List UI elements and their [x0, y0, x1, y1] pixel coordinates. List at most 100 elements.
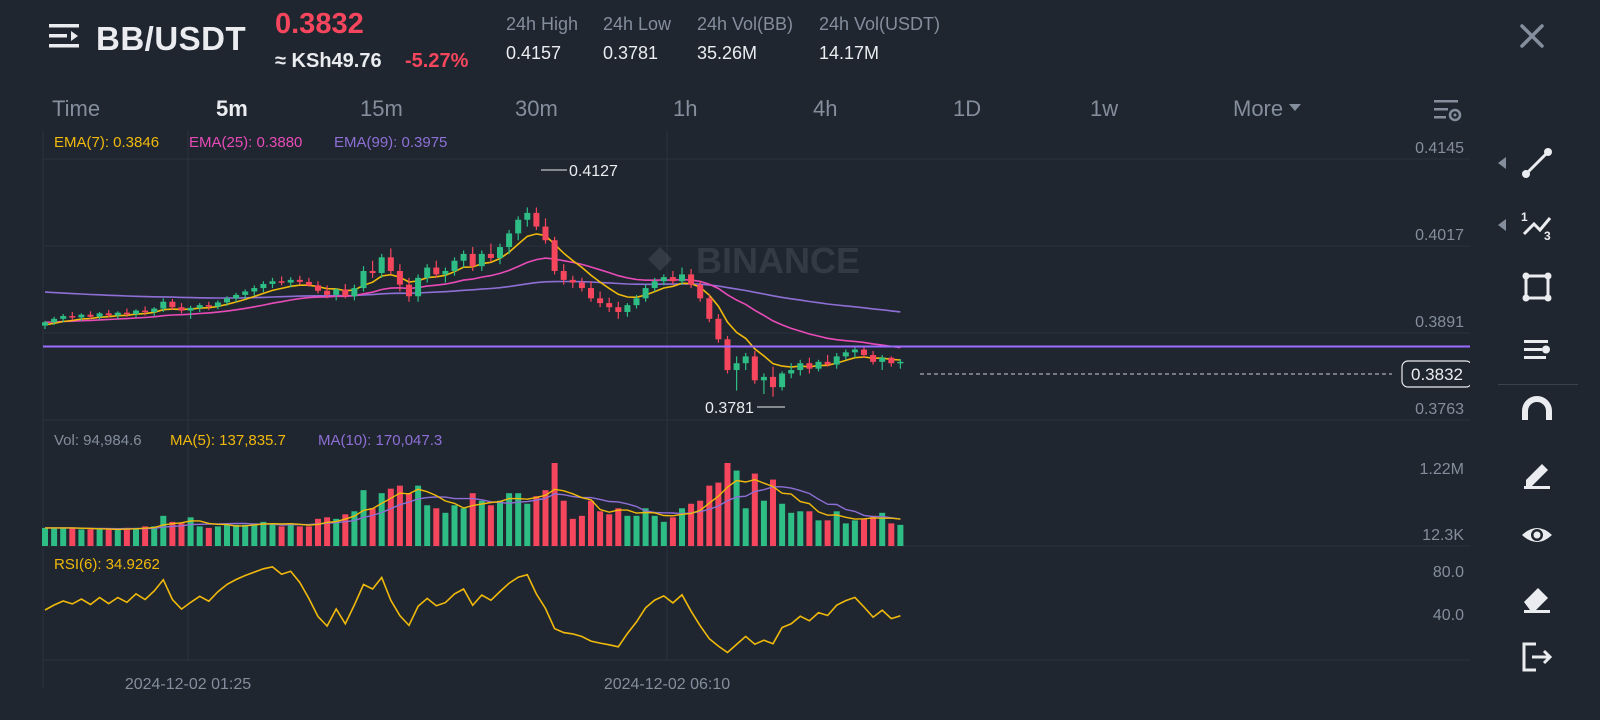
volume-bar [242, 524, 249, 546]
rectangle-icon[interactable] [1520, 270, 1554, 304]
tab-4h[interactable]: 4h [813, 96, 838, 121]
menu-icon[interactable] [49, 22, 81, 50]
pair-title[interactable]: BB/USDT [96, 20, 247, 57]
eye-icon[interactable] [1520, 518, 1554, 552]
candle [269, 281, 276, 284]
volume-bar [342, 514, 349, 546]
chart-settings-icon[interactable] [1434, 98, 1462, 124]
candle [305, 281, 312, 286]
tab-1h[interactable]: 1h [673, 96, 698, 121]
volume-bar [879, 512, 886, 546]
candle [533, 212, 540, 227]
tab-1w[interactable]: 1w [1090, 96, 1119, 121]
candle [169, 301, 176, 308]
candle [833, 356, 840, 365]
volume-bar [224, 524, 230, 546]
ma5-legend: MA(5): 137,835.7 [170, 432, 286, 449]
expand-arrow-icon[interactable] [1498, 219, 1506, 231]
rsi-polyline [44, 566, 901, 654]
toolbar-divider [1498, 384, 1578, 385]
tab-time[interactable]: Time [52, 96, 101, 121]
candle [660, 277, 667, 282]
volume-bar [588, 500, 594, 546]
volume-bar [824, 520, 831, 546]
candle [233, 294, 240, 299]
fib-icon[interactable] [1520, 332, 1554, 366]
volume-bar [278, 526, 285, 546]
volume-bar [669, 517, 676, 546]
candle [460, 253, 467, 261]
volume-bar [387, 488, 394, 546]
volume-bar [324, 517, 331, 546]
ema99-line [44, 280, 901, 313]
volume-bar [460, 508, 467, 546]
close-icon[interactable] [1516, 20, 1548, 52]
volume-bar [196, 526, 203, 546]
candle [69, 316, 76, 318]
price-axis-label: 0.3763 [1415, 401, 1464, 418]
candle [442, 270, 449, 275]
exit-icon[interactable] [1520, 640, 1554, 674]
volume-bars [42, 463, 904, 546]
interval-tabs: Time 5m 15m 30m 1h 4h 1D 1w More [0, 92, 1470, 128]
tab-5m[interactable]: 5m [216, 96, 248, 121]
pencil-icon[interactable] [1520, 456, 1554, 490]
fiat-price: ≈ KSh49.76 [275, 50, 382, 72]
volume-bar [78, 529, 85, 546]
candle [624, 305, 631, 312]
candle [633, 298, 640, 306]
candle [606, 303, 613, 308]
candle [706, 298, 713, 319]
candle [87, 314, 94, 317]
volume-bar [60, 527, 67, 546]
volume-bar [578, 515, 585, 546]
volume-bar [733, 470, 740, 546]
tab-more[interactable]: More [1233, 96, 1302, 122]
candles [42, 207, 904, 397]
candle [651, 281, 658, 289]
tab-1d[interactable]: 1D [953, 96, 982, 121]
volume-bar [815, 520, 822, 546]
tab-15m[interactable]: 15m [360, 96, 403, 121]
volume-bar [424, 505, 431, 546]
volume-bar [797, 511, 804, 546]
volume-bar [214, 526, 221, 546]
candle [797, 363, 804, 371]
stat-24h-high: 24h High 0.4157 [506, 14, 578, 64]
price-axis-label: 0.4017 [1415, 227, 1464, 244]
expand-arrow-icon[interactable] [1498, 157, 1506, 169]
candle [478, 253, 485, 267]
volume-axis-label: 12.3K [1422, 527, 1464, 544]
volume-bar [842, 523, 849, 546]
tab-30m[interactable]: 30m [515, 96, 558, 121]
volume-bar [42, 527, 48, 546]
candle [524, 212, 531, 220]
multi-line-icon[interactable]: 1 3 [1520, 208, 1554, 242]
volume-axis-label: 1.22M [1420, 461, 1464, 478]
candle [715, 318, 722, 340]
volume-bar [515, 493, 522, 546]
volume-bar [105, 529, 112, 546]
volume-bar [205, 527, 212, 546]
ema99-legend: EMA(99): 0.3975 [334, 134, 447, 151]
candle [870, 355, 877, 362]
ema25-line [44, 257, 901, 349]
volume-bar [760, 500, 767, 546]
magnet-icon[interactable] [1520, 394, 1554, 428]
volume-bar [851, 520, 858, 546]
candle [742, 356, 749, 364]
candle [578, 282, 585, 289]
rsi-line [44, 566, 901, 654]
price-chart[interactable]: BINANCE 0.3832 0.4127 0.3781 EMA(7): 0.3… [0, 130, 1470, 720]
eraser-icon[interactable] [1520, 580, 1554, 614]
stat-value: 35.26M [697, 43, 758, 63]
stat-value: 0.3781 [603, 43, 659, 63]
candle [888, 357, 895, 364]
trend-line-icon[interactable] [1520, 146, 1554, 180]
volume-bar [478, 500, 485, 546]
candle [815, 361, 822, 369]
time-label: 2024-12-02 01:25 [125, 676, 251, 693]
candle [806, 363, 813, 369]
candle [214, 302, 221, 307]
volume-bar [624, 515, 631, 546]
